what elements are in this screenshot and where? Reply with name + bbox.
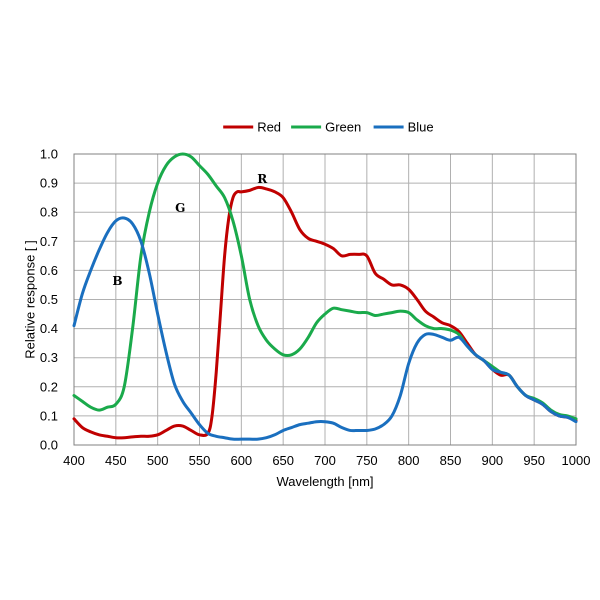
y-tick-label: 0.1 [40,408,58,423]
x-tick-label: 600 [230,453,252,468]
legend: Red Green Blue [223,120,434,135]
curve-annotations: R G B [112,172,268,288]
grid [73,153,577,446]
y-tick-label: 0.4 [40,321,58,336]
plot-frame [73,153,577,446]
y-tick-label: 0.6 [40,263,58,278]
y-tick-label: 1.0 [40,147,58,162]
x-tick-label: 750 [356,453,378,468]
x-tick-label: 800 [398,453,420,468]
x-axis-title: Wavelength [nm] [276,474,373,489]
x-tick-label: 400 [63,453,85,468]
series-layer [72,152,578,441]
y-tick-label: 0.9 [40,176,58,191]
y-tick-label: 0.3 [40,350,58,365]
y-tick-labels: 0.0 0.1 0.2 0.3 0.4 0.5 0.6 0.7 0.8 0.9 1.0 [40,147,58,453]
y-tick-label: 0.0 [40,438,58,453]
x-tick-labels: 400 450 500 550 600 650 700 750 800 850 900 950 1000 [63,453,590,468]
y-tick-label: 0.7 [40,234,58,249]
x-tick-label: 500 [147,453,169,468]
x-tick-label: 700 [314,453,336,468]
x-tick-label: 550 [189,453,211,468]
y-tick-label: 0.8 [40,205,58,220]
y-axis-title: Relative response [ ] [23,240,38,359]
series-line-blue [72,216,578,441]
x-tick-label: 1000 [562,453,591,468]
curve-label-r: R [257,172,268,186]
x-tick-label: 650 [272,453,294,468]
legend-label-green: Green [325,120,361,135]
x-tick-label: 450 [105,453,127,468]
x-tick-label: 950 [523,453,545,468]
y-tick-label: 0.5 [40,292,58,307]
series-line-green [72,152,578,421]
curve-label-g: G [175,201,185,215]
x-tick-label: 900 [481,453,503,468]
legend-label-red: Red [257,120,281,135]
x-tick-label: 850 [440,453,462,468]
curve-label-b: B [112,274,122,288]
legend-label-blue: Blue [408,120,434,135]
y-tick-label: 0.2 [40,379,58,394]
